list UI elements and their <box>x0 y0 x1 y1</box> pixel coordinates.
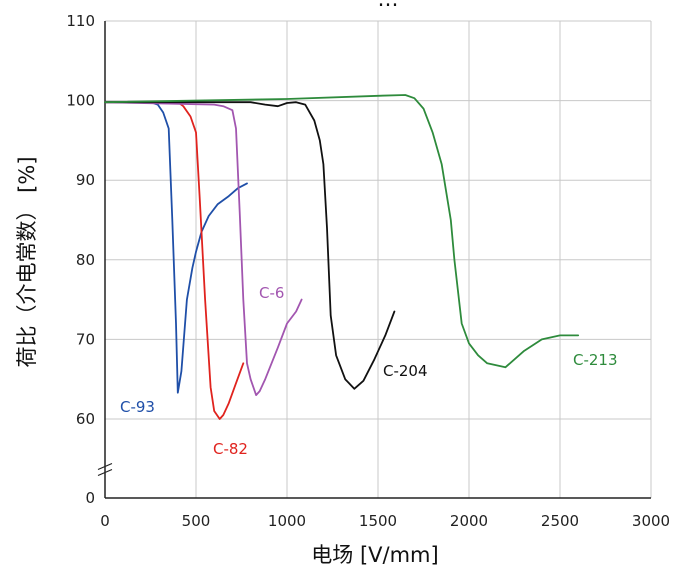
x-tick-label: 500 <box>182 512 211 530</box>
series-lines <box>104 94 580 420</box>
series-label-c-204: C-204 <box>383 362 428 380</box>
x-tick-label: 3000 <box>632 512 670 530</box>
series-label-c-213: C-213 <box>573 351 618 369</box>
y-axis-title: 荷比（介电常数） [%] <box>15 156 39 367</box>
series-labels: C-93 C-82 C-6 C-204 C-213 <box>120 284 618 458</box>
chart-title: … <box>378 0 399 11</box>
y-tick-label: 0 <box>85 489 95 507</box>
x-axis-title: 电场 [V/mm] <box>311 543 438 567</box>
y-tick-label: 90 <box>76 171 95 189</box>
y-tick-label: 70 <box>76 330 95 348</box>
x-tick-label: 2500 <box>541 512 579 530</box>
series-line-c-6 <box>104 101 303 397</box>
axis-break-mark <box>97 462 113 477</box>
series-label-c-93: C-93 <box>120 398 155 416</box>
x-tick-label: 2000 <box>450 512 488 530</box>
series-label-c-6: C-6 <box>259 284 284 302</box>
series-line-c-93 <box>104 101 248 394</box>
series-line-c-213 <box>104 94 580 369</box>
y-tick-label: 100 <box>66 92 95 110</box>
grid <box>105 20 652 498</box>
x-tick-label: 1000 <box>268 512 306 530</box>
x-tick-label: 1500 <box>359 512 397 530</box>
axes: 0 500 1000 1500 2000 2500 3000 0 60 70 80 90 100 110 <box>66 12 670 530</box>
y-tick-label: 80 <box>76 251 95 269</box>
x-tick-label: 0 <box>100 512 110 530</box>
series-label-c-82: C-82 <box>213 440 248 458</box>
series-line-c-204 <box>104 101 396 390</box>
y-tick-label: 110 <box>66 12 95 30</box>
y-tick-label: 60 <box>76 410 95 428</box>
series-line-c-82 <box>104 101 245 420</box>
